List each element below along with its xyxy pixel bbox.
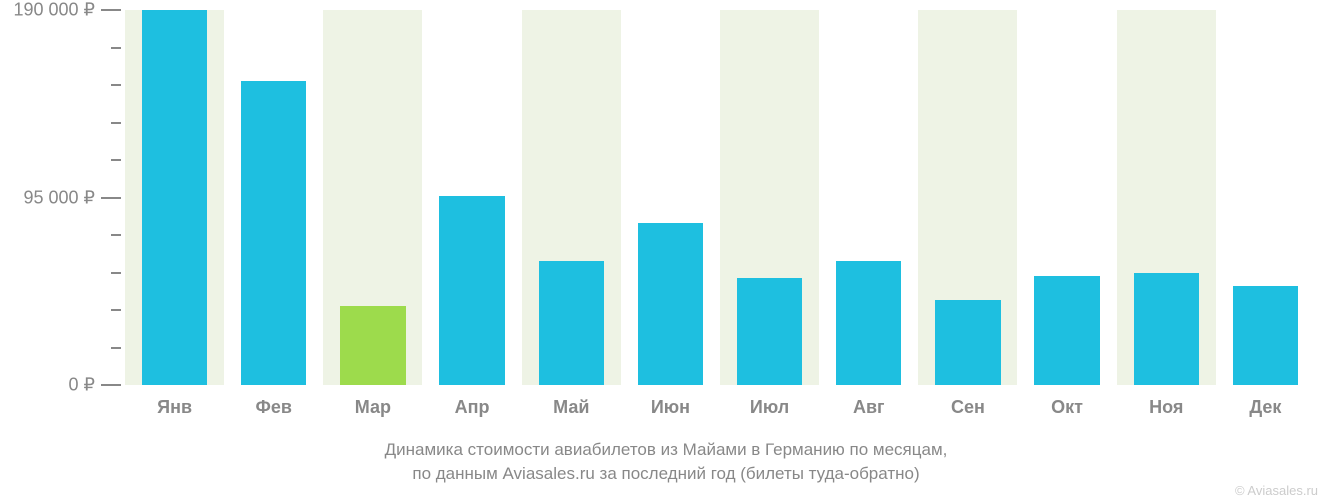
y-tick-major <box>101 384 121 386</box>
bar-Фев <box>241 81 306 385</box>
y-tick-minor <box>111 272 121 274</box>
y-axis: 190 000 ₽95 000 ₽0 ₽ <box>0 10 125 385</box>
plot-area <box>125 10 1315 385</box>
caption-line-2: по данным Aviasales.ru за последний год … <box>0 464 1332 484</box>
x-label: Ноя <box>1149 397 1183 418</box>
y-tick-minor <box>111 234 121 236</box>
bar-Авг <box>836 261 901 385</box>
bar-Окт <box>1034 276 1099 385</box>
caption-line-1: Динамика стоимости авиабилетов из Майами… <box>0 440 1332 460</box>
attribution: © Aviasales.ru <box>1235 483 1318 498</box>
x-label: Авг <box>853 397 885 418</box>
bar-Июн <box>638 223 703 385</box>
x-label: Дек <box>1249 397 1281 418</box>
bar-Апр <box>439 196 504 385</box>
y-tick-minor <box>111 309 121 311</box>
y-tick-major <box>101 197 121 199</box>
bar-Дек <box>1233 286 1298 385</box>
price-chart: 190 000 ₽95 000 ₽0 ₽ ЯнвФевМарАпрМайИюнИ… <box>0 0 1332 502</box>
y-label: 190 000 ₽ <box>13 0 95 21</box>
y-tick-minor <box>111 159 121 161</box>
x-label: Мар <box>355 397 391 418</box>
x-label: Фев <box>256 397 292 418</box>
y-label: 0 ₽ <box>69 375 95 396</box>
x-label: Окт <box>1051 397 1083 418</box>
x-label: Май <box>553 397 589 418</box>
bar-Мар <box>340 306 405 385</box>
y-label: 95 000 ₽ <box>23 187 95 208</box>
bar-Ноя <box>1134 273 1199 386</box>
y-tick-major <box>101 9 121 11</box>
x-label: Янв <box>157 397 192 418</box>
y-tick-minor <box>111 47 121 49</box>
y-tick-minor <box>111 347 121 349</box>
x-label: Июн <box>651 397 690 418</box>
x-label: Июл <box>750 397 789 418</box>
x-label: Сен <box>951 397 985 418</box>
y-tick-minor <box>111 122 121 124</box>
bar-Янв <box>142 10 207 385</box>
bar-Июл <box>737 278 802 385</box>
x-label: Апр <box>455 397 490 418</box>
bar-Сен <box>935 300 1000 385</box>
bar-Май <box>539 261 604 385</box>
x-axis: Янв Фев Мар Апр Май Июн Июл Авг Сен Окт Ноя Дек <box>125 385 1315 425</box>
y-tick-minor <box>111 84 121 86</box>
